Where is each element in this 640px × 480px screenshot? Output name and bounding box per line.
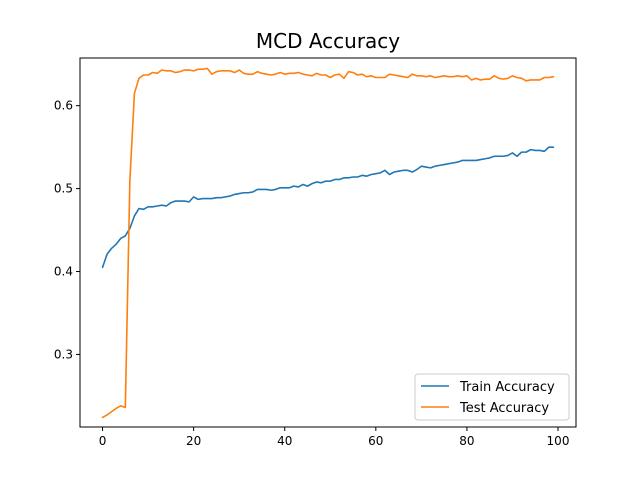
plot-frame: [79, 57, 577, 428]
x-tick-label: 0: [99, 434, 107, 448]
y-tick-label: 0.3: [54, 347, 73, 361]
y-tick-label: 0.5: [54, 182, 73, 196]
x-tick-label: 60: [368, 434, 383, 448]
chart-title: MCD Accuracy: [256, 29, 400, 53]
legend-label-train-accuracy: Train Accuracy: [459, 380, 555, 395]
legend-box: [414, 373, 570, 421]
y-tick-label: 0.6: [54, 99, 73, 113]
x-tick-label: 100: [547, 434, 570, 448]
series-line-test-accuracy: [101, 67, 555, 419]
y-axis: 0.3 0.4 0.5 0.6: [54, 99, 80, 361]
legend: Train Accuracy Test Accuracy: [414, 373, 570, 421]
series-line-train-accuracy: [101, 146, 555, 269]
x-tick-label: 20: [186, 434, 201, 448]
x-tick-label: 80: [459, 434, 474, 448]
legend-label-test-accuracy: Test Accuracy: [459, 401, 549, 416]
x-tick-label: 40: [277, 434, 292, 448]
x-axis: 0 20 40 60 80 100: [99, 427, 570, 448]
y-tick-label: 0.4: [54, 265, 73, 279]
series-layer: [101, 67, 555, 419]
